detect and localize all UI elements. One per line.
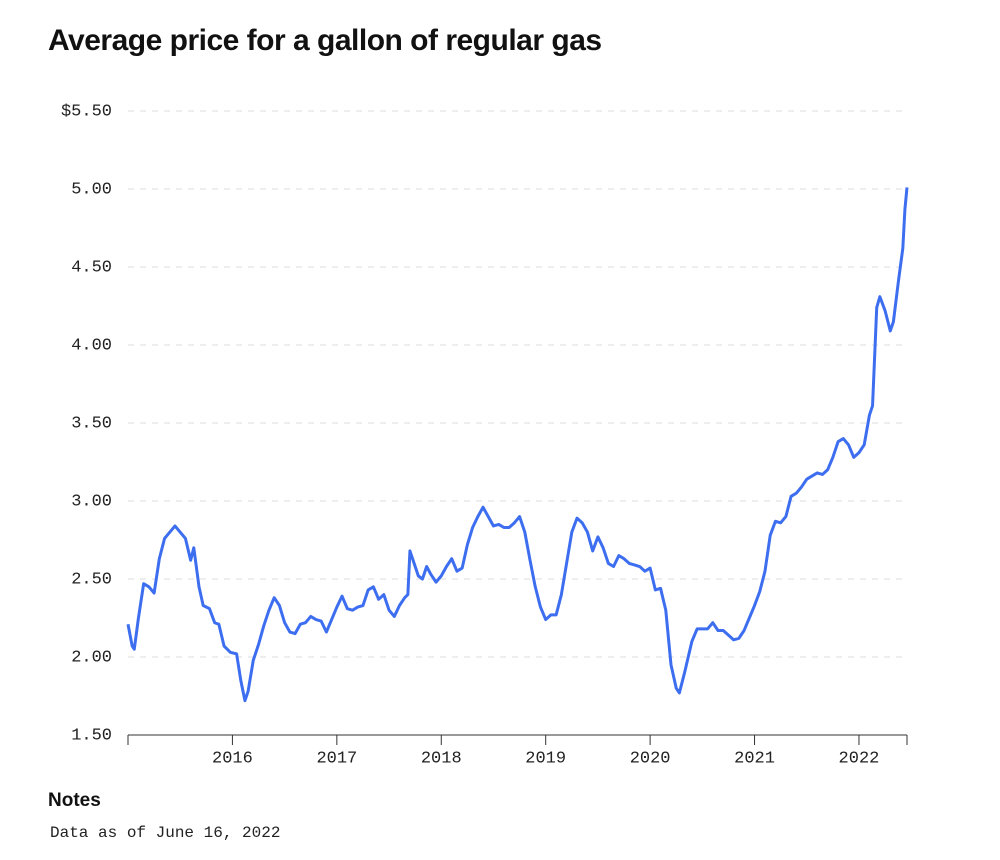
y-tick-label: 1.50	[71, 726, 112, 745]
notes-heading: Notes	[48, 790, 101, 811]
y-tick-label: 2.00	[71, 648, 112, 667]
x-tick-label: 2019	[525, 749, 566, 768]
y-tick-label: 3.50	[71, 414, 112, 433]
x-tick-label: 2017	[316, 749, 357, 768]
x-tick-label: 2022	[839, 749, 880, 768]
notes-text: Data as of June 16, 2022	[50, 824, 280, 842]
y-tick-label: 5.00	[71, 180, 112, 199]
y-tick-label: $5.50	[61, 102, 112, 121]
y-tick-label: 2.50	[71, 570, 112, 589]
line-series	[126, 187, 909, 703]
x-tick-label: 2021	[734, 749, 775, 768]
y-tick-label: 4.50	[71, 258, 112, 277]
y-tick-label: 3.00	[71, 492, 112, 511]
x-tick-label: 2016	[212, 749, 253, 768]
x-tick-label: 2020	[630, 749, 671, 768]
x-tick-label: 2018	[421, 749, 462, 768]
y-tick-label: 4.00	[71, 336, 112, 355]
chart-title: Average price for a gallon of regular ga…	[48, 24, 602, 57]
